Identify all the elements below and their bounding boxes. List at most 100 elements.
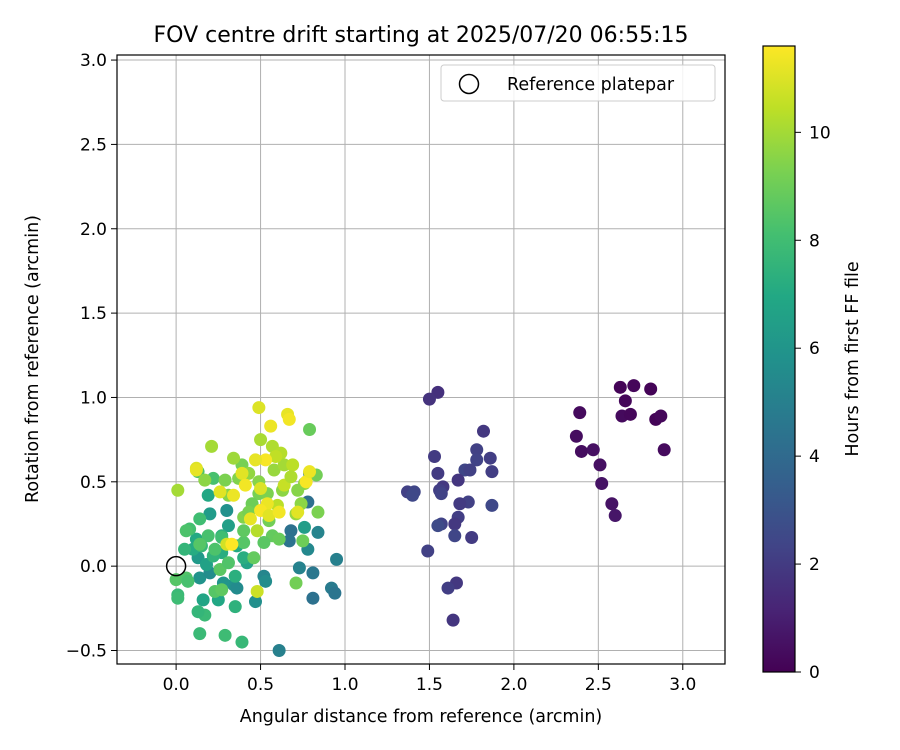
colorbar-tick-label: 10 [809, 123, 831, 143]
scatter-point [179, 524, 193, 538]
scatter-point [269, 450, 283, 464]
scatter-point [178, 542, 192, 556]
scatter-point [431, 466, 445, 480]
scatter-point [254, 482, 268, 496]
y-axis: −0.5 0.0 0.5 1.0 1.5 2.0 2.5 3.0 [66, 51, 117, 662]
scatter-point [608, 509, 622, 523]
scatter-point [171, 591, 185, 605]
scatter-point [252, 401, 266, 415]
y-tick-label: 1.0 [80, 388, 107, 408]
scatter-point [248, 453, 262, 467]
scatter-point [267, 463, 281, 477]
scatter-point [248, 595, 262, 609]
scatter-point [228, 600, 242, 614]
reference-platepar-marker [165, 555, 187, 577]
scatter-point [618, 394, 632, 408]
scatter-point [328, 586, 342, 600]
scatter-point [228, 569, 242, 583]
y-tick-label: −0.5 [66, 642, 107, 662]
scatter-point [434, 487, 448, 501]
scatter-point [193, 571, 207, 585]
scatter-point [205, 439, 219, 453]
y-tick-label: 3.0 [80, 51, 107, 71]
scatter-point [169, 573, 183, 587]
colorbar-gradient [762, 45, 796, 673]
scatter-point [264, 419, 278, 433]
scatter-point [181, 574, 195, 588]
scatter-point [282, 534, 296, 548]
scatter-point [483, 451, 497, 465]
scatter-point [463, 463, 477, 477]
scatter-point [193, 512, 207, 526]
scatter-point [259, 453, 273, 467]
y-axis-label: Rotation from reference (arcmin) [23, 215, 43, 503]
scatter-point [247, 551, 261, 565]
x-tick-label: 2.0 [500, 675, 527, 695]
scatter-point [235, 635, 249, 649]
scatter-point [272, 644, 286, 658]
scatter-point [421, 544, 435, 558]
x-tick-label: 0.5 [247, 675, 274, 695]
scatter-point [221, 556, 235, 570]
scatter-point [441, 581, 455, 595]
scatter-point [243, 512, 257, 526]
scatter-point [446, 613, 460, 627]
scatter-point [406, 488, 420, 502]
scatter-point [448, 517, 462, 531]
scatter-point [221, 519, 235, 533]
scatter-point [259, 574, 273, 588]
scatter-point [225, 537, 239, 551]
scatter-point [465, 530, 479, 544]
scatter-point [237, 551, 251, 565]
scatter-point [257, 536, 271, 550]
scatter-point [574, 444, 588, 458]
scatter-point [191, 605, 205, 619]
scatter-point [303, 465, 317, 479]
scatter-point [171, 483, 185, 497]
scatter-point [250, 584, 264, 598]
scatter-point [284, 470, 298, 484]
scatter-point [193, 627, 207, 641]
scatter-point [198, 473, 212, 487]
scatter-point [272, 505, 286, 519]
scatter-point [605, 497, 619, 511]
scatter-point [289, 576, 303, 590]
scatter-point [470, 453, 484, 467]
x-axis: 0.0 0.5 1.0 1.5 2.0 2.5 3.0 [163, 664, 696, 695]
y-tick-label: 0.5 [80, 473, 107, 493]
scatter-point [470, 443, 484, 457]
scatter-point [422, 392, 436, 406]
scatter-point [201, 529, 215, 543]
y-tick-label: 1.5 [80, 304, 107, 324]
scatter-point [272, 532, 286, 546]
legend-marker [458, 73, 480, 95]
scatter-point [448, 529, 462, 543]
x-axis-label: Angular distance from reference (arcmin) [240, 707, 603, 727]
x-tick-label: 0.0 [163, 675, 190, 695]
scatter-point [306, 566, 320, 580]
scatter-point [213, 485, 227, 499]
scatter-point [291, 483, 305, 497]
plot-frame [116, 54, 726, 665]
grid [117, 55, 725, 664]
y-tick-label: 2.0 [80, 220, 107, 240]
scatter-point [644, 382, 658, 396]
scatter-point [227, 451, 241, 465]
scatter-point [573, 406, 587, 420]
x-tick-label: 3.0 [669, 675, 696, 695]
legend: Reference platepar [440, 64, 716, 102]
scatter-point [657, 443, 671, 457]
colorbar-tick-label: 6 [809, 339, 820, 359]
scatter-point [453, 497, 467, 511]
x-tick-label: 1.0 [331, 675, 358, 695]
scatter-point [595, 476, 609, 490]
scatter-point [654, 409, 668, 423]
scatter-point [428, 450, 442, 464]
colorbar-ticks: 0 2 4 6 8 10 [795, 123, 831, 683]
scatter-point [299, 475, 313, 489]
scatter-point [208, 542, 222, 556]
scatter-point [311, 505, 325, 519]
scatter-point [296, 534, 310, 548]
scatter-point [569, 429, 583, 443]
